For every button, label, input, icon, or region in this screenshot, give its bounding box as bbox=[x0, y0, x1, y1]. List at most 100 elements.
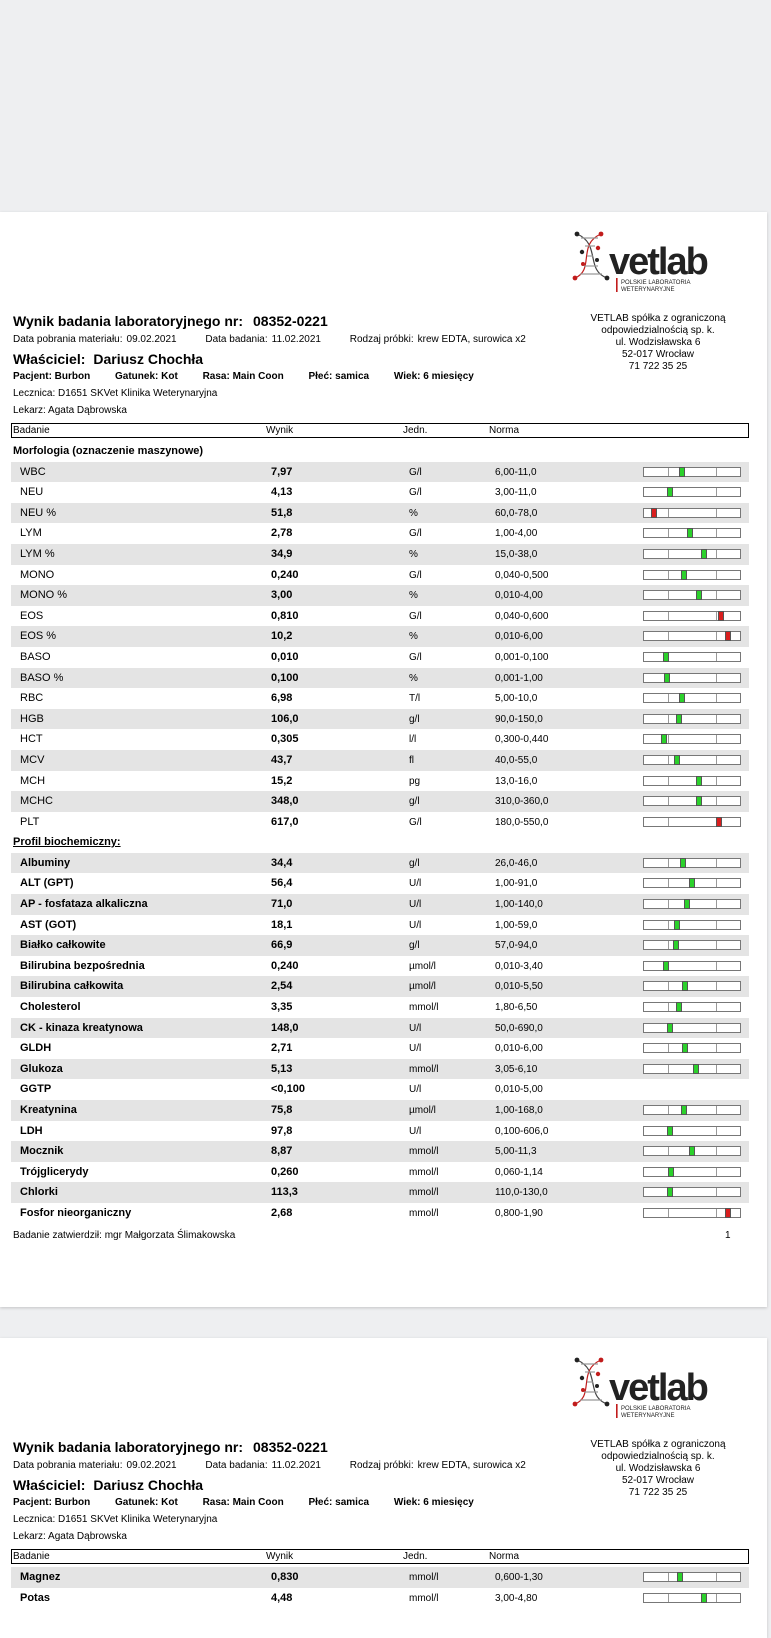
report-number: 08352-0221 bbox=[253, 313, 328, 329]
range-bar bbox=[643, 1187, 741, 1198]
test-reference-range: 1,00-140,0 bbox=[495, 899, 543, 911]
test-result: 10,2 bbox=[271, 630, 293, 643]
report-number: 08352-0221 bbox=[253, 1439, 328, 1455]
section-title: Morfologia (oznaczenie maszynowe) bbox=[11, 441, 749, 462]
result-marker-normal bbox=[700, 1592, 707, 1603]
range-bar bbox=[643, 734, 741, 745]
range-bar bbox=[643, 940, 741, 951]
report-page-1: vetlab POLSKIE LABORATORIA WETERYNARYJNE… bbox=[0, 212, 767, 1307]
range-bar-tick bbox=[716, 1188, 717, 1197]
range-bar-tick bbox=[716, 961, 717, 970]
result-marker-normal bbox=[675, 713, 682, 724]
test-name: EOS % bbox=[20, 630, 57, 643]
result-row: HCT 0,305 l/l 0,300-0,440 bbox=[11, 729, 749, 750]
test-result: 7,97 bbox=[271, 465, 293, 478]
range-bar bbox=[643, 590, 741, 601]
range-bar bbox=[643, 1043, 741, 1054]
test-reference-range: 1,80-6,50 bbox=[495, 1002, 538, 1014]
range-bar bbox=[643, 1592, 741, 1603]
result-row: ALT (GPT) 56,4 U/l 1,00-91,0 bbox=[11, 873, 749, 894]
range-bar bbox=[643, 507, 741, 518]
range-bar-tick bbox=[668, 632, 669, 641]
test-reference-range: 110,0-130,0 bbox=[495, 1187, 548, 1199]
test-reference-range: 0,060-1,14 bbox=[495, 1166, 543, 1178]
test-name: LYM bbox=[20, 527, 42, 540]
test-result: 0,260 bbox=[271, 1165, 299, 1178]
range-bar bbox=[643, 1146, 741, 1157]
result-row: Magnez 0,830 mmol/l 0,600-1,30 bbox=[11, 1567, 749, 1588]
test-name: GGTP bbox=[20, 1083, 52, 1096]
range-bar-tick bbox=[668, 694, 669, 703]
test-name: ALT (GPT) bbox=[20, 877, 74, 890]
range-bar-tick bbox=[716, 900, 717, 909]
test-name: GLDH bbox=[20, 1042, 52, 1055]
test-reference-range: 6,00-11,0 bbox=[495, 466, 537, 478]
range-bar-tick bbox=[668, 1003, 669, 1012]
result-row: Potas 4,48 mmol/l 3,00-4,80 bbox=[11, 1588, 749, 1609]
test-unit: G/l bbox=[409, 816, 422, 828]
company-address: VETLAB spółka z ograniczoną odpowiedzial… bbox=[578, 313, 738, 373]
exam-date-label: Data badania: bbox=[205, 334, 268, 345]
result-marker-normal bbox=[666, 1022, 673, 1033]
test-unit: µmol/l bbox=[409, 981, 436, 993]
range-bar-tick bbox=[668, 1573, 669, 1581]
report-meta: Data pobrania materiału: 09.02.2021 Data … bbox=[13, 334, 552, 345]
range-bar-tick bbox=[668, 797, 669, 806]
range-bar-tick bbox=[668, 1147, 669, 1156]
range-bar bbox=[643, 1166, 741, 1177]
test-reference-range: 1,00-91,0 bbox=[495, 878, 538, 890]
range-bar-tick bbox=[716, 673, 717, 682]
range-bar-tick bbox=[716, 879, 717, 888]
section-title: Profil biochemiczny: bbox=[11, 832, 749, 853]
test-unit: G/l bbox=[409, 610, 422, 622]
test-unit: % bbox=[409, 672, 418, 684]
test-name: HGB bbox=[20, 712, 44, 725]
test-reference-range: 50,0-690,0 bbox=[495, 1022, 543, 1034]
result-marker-normal bbox=[666, 1125, 673, 1136]
result-marker-normal bbox=[684, 899, 691, 910]
report-page-2: vetlab POLSKIE LABORATORIA WETERYNARYJNE… bbox=[0, 1338, 767, 1638]
vetlab-logo: vetlab POLSKIE LABORATORIA WETERYNARYJNE bbox=[571, 230, 733, 300]
range-bar-tick bbox=[668, 941, 669, 950]
header-range: Norma bbox=[489, 1551, 520, 1562]
test-result: 66,9 bbox=[271, 939, 293, 952]
range-bar-tick bbox=[716, 529, 717, 538]
result-row: GLDH 2,71 U/l 0,010-6,00 bbox=[11, 1038, 749, 1059]
test-name: EOS bbox=[20, 609, 44, 622]
test-result: 348,0 bbox=[271, 795, 299, 808]
range-bar bbox=[643, 1022, 741, 1033]
range-bar bbox=[643, 1105, 741, 1115]
svg-text:vetlab: vetlab bbox=[609, 241, 708, 283]
company-phone: 71 722 35 25 bbox=[628, 361, 688, 372]
approval-note: Badanie zatwierdził: mgr Małgorzata Ślim… bbox=[13, 1230, 236, 1241]
range-bar-tick bbox=[668, 920, 669, 929]
test-name: Białko całkowite bbox=[20, 939, 106, 952]
test-result: 71,0 bbox=[271, 898, 293, 911]
result-marker-normal bbox=[680, 857, 687, 868]
result-row: CK - kinaza kreatynowa 148,0 U/l 50,0-690,0 bbox=[11, 1017, 749, 1039]
patient-name: Pacjent: Burbon bbox=[13, 371, 91, 382]
range-bar-tick bbox=[668, 1593, 669, 1602]
report-title: Wynik badania laboratoryjnego nr: 08352-0… bbox=[13, 1439, 328, 1455]
header-result: Wynik bbox=[266, 1551, 294, 1562]
range-bar bbox=[643, 878, 741, 889]
range-bar bbox=[643, 899, 741, 910]
test-unit: U/l bbox=[409, 1125, 422, 1137]
test-reference-range: 3,05-6,10 bbox=[495, 1063, 538, 1075]
range-bar-tick bbox=[716, 755, 717, 764]
owner-label: Właściciel: bbox=[13, 1477, 86, 1493]
test-unit: U/l bbox=[409, 919, 422, 931]
range-bar-tick bbox=[668, 900, 669, 909]
test-result: 8,87 bbox=[271, 1145, 293, 1158]
company-name: VETLAB spółka z ograniczoną bbox=[590, 313, 726, 324]
patient-name: Pacjent: Burbon bbox=[13, 1497, 91, 1508]
header-name: Badanie bbox=[13, 425, 50, 436]
test-reference-range: 0,001-1,00 bbox=[495, 672, 543, 684]
test-name: MCH bbox=[20, 774, 46, 787]
test-name: Kreatynina bbox=[20, 1104, 77, 1116]
test-result: 0,010 bbox=[271, 650, 299, 663]
range-bar-tick bbox=[668, 549, 669, 558]
test-reference-range: 5,00-10,0 bbox=[495, 693, 538, 705]
header-unit: Jedn. bbox=[403, 1551, 428, 1562]
test-result: 0,240 bbox=[271, 959, 299, 972]
